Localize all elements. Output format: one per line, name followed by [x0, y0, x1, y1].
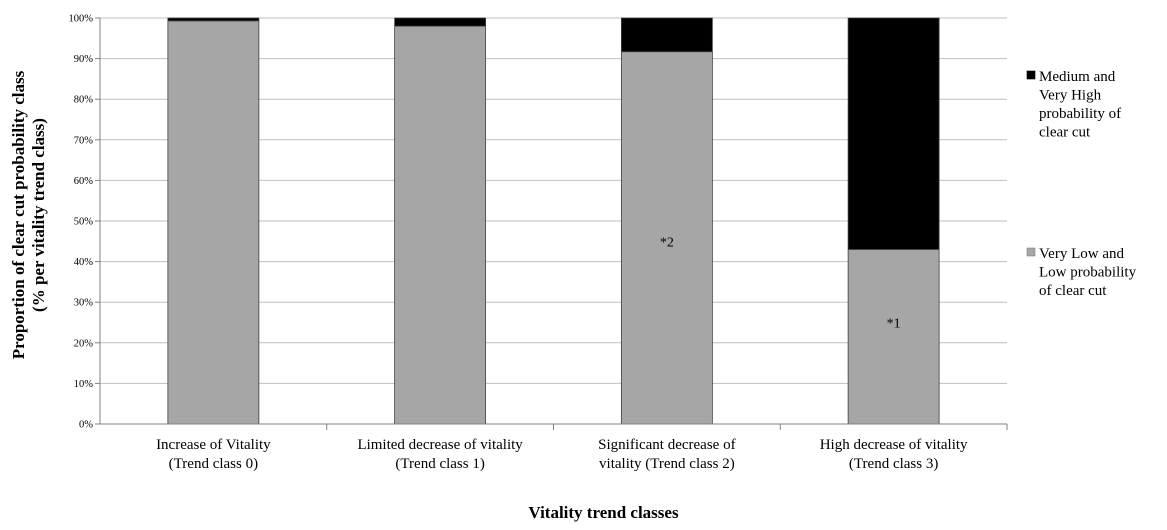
legend-label: of clear cut	[1039, 283, 1107, 299]
x-category-label: (Trend class 3)	[849, 456, 938, 472]
bar-segment-high	[167, 17, 260, 22]
y-tick-label: 30%	[74, 298, 94, 309]
labels: 0% 10% 20% 30% 40% 50% 60% 70% 80% 90% 100% Increas…	[9, 14, 968, 523]
bar-segment-low	[847, 249, 940, 425]
legend-label: Low probability	[1039, 265, 1137, 281]
y-axis-title: (% per vitality trend class)	[29, 118, 48, 312]
bar-segment-high	[620, 17, 713, 53]
bars	[167, 17, 940, 425]
y-tick-label: 20%	[74, 338, 94, 349]
y-tick-label: 100%	[69, 14, 94, 25]
bar-segment-high	[394, 17, 487, 27]
y-tick-label: 40%	[74, 257, 94, 268]
bar-segment-low	[394, 25, 487, 425]
y-tick-label: 10%	[74, 379, 94, 390]
legend-label: Very High	[1039, 88, 1102, 104]
x-category-label: Limited decrease of vitality	[357, 437, 523, 453]
y-tick-label: 70%	[74, 135, 94, 146]
legend-label: Very Low and	[1039, 246, 1124, 262]
y-tick-label: 60%	[74, 176, 94, 187]
x-category-label: High decrease of vitality	[820, 437, 968, 453]
legend-swatch	[1026, 247, 1036, 257]
y-tick-label: 0%	[79, 420, 93, 431]
legend-label: probability of	[1039, 106, 1121, 122]
x-category-label: (Trend class 1)	[395, 456, 484, 472]
bar-annotation: *1	[887, 317, 901, 332]
bar-annotation: *2	[660, 235, 674, 250]
bar-segment-low	[167, 20, 260, 425]
bar-segment-high	[847, 17, 940, 250]
x-category-label: Increase of Vitality	[156, 437, 271, 453]
legend-label: clear cut	[1039, 125, 1091, 141]
axes	[95, 17, 1008, 430]
legend-swatch	[1026, 70, 1036, 80]
x-category-label: (Trend class 0)	[169, 456, 258, 472]
x-axis-title: Vitality trend classes	[528, 503, 679, 522]
legend-label: Medium and	[1039, 69, 1116, 85]
y-tick-label: 80%	[74, 95, 94, 106]
y-tick-label: 90%	[74, 54, 94, 65]
x-category-label: vitality (Trend class 2)	[599, 456, 735, 472]
legend: Medium and Very High probability of clear c…	[1026, 69, 1137, 299]
x-category-label: Significant decrease of	[598, 437, 735, 453]
y-tick-label: 50%	[74, 217, 94, 228]
y-axis-title: Proportion of clear cut probability clas…	[9, 70, 28, 359]
